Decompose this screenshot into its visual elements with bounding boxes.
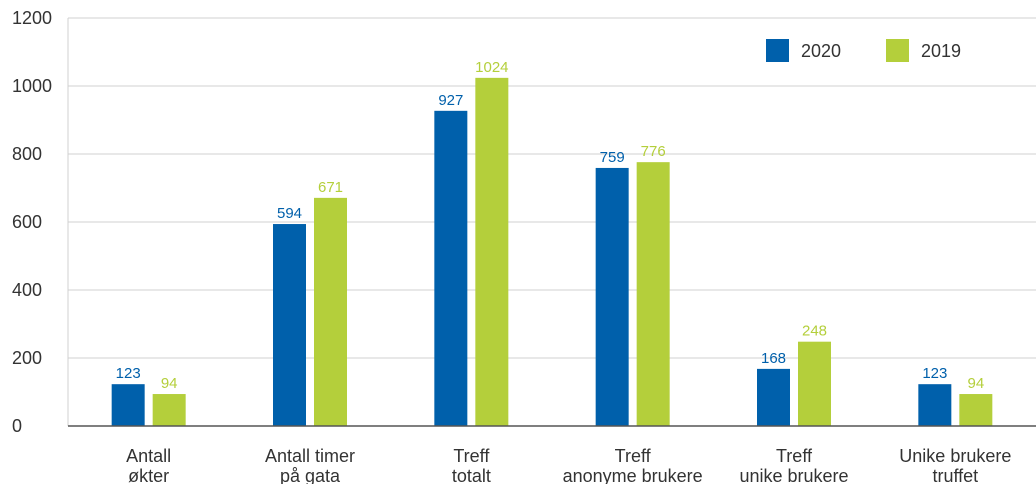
bar-2020-0 — [111, 384, 145, 426]
y-tick-label: 200 — [12, 348, 42, 368]
x-category-label-line: unike brukere — [739, 466, 848, 484]
bar-2019-3 — [636, 162, 670, 426]
data-label-2020-1: 594 — [277, 205, 302, 222]
y-tick-label: 1200 — [12, 8, 52, 28]
x-category-label: Treff totalt — [452, 446, 491, 484]
bar-2019-1 — [314, 197, 347, 426]
x-category-label: Unike brukere truffet — [899, 446, 1011, 484]
data-label-2019-3: 776 — [641, 143, 666, 160]
data-label-2019-1: 671 — [318, 179, 343, 196]
legend: 2020 2019 — [766, 39, 961, 62]
x-category-label: Treff unike brukere — [739, 446, 848, 484]
bar-2019-2 — [475, 77, 509, 426]
legend-label-2020: 2020 — [801, 41, 841, 61]
y-tick-label: 400 — [12, 280, 42, 300]
x-category-label-line: økter — [128, 466, 169, 484]
bar-2019-5 — [959, 394, 993, 426]
x-category-label: Treff anonyme brukere — [563, 446, 703, 484]
x-category-label-line: Antall timer — [265, 446, 355, 466]
x-category-label-line: truffet — [932, 466, 978, 484]
gridlines — [68, 17, 1036, 427]
bar-2020-2 — [434, 110, 468, 426]
x-category-label: Antall timer på gata — [265, 446, 355, 484]
bar-2019-4 — [798, 341, 831, 426]
legend-label-2019: 2019 — [921, 41, 961, 61]
y-axis: 0 200 400 600 800 1000 1200 — [12, 8, 69, 436]
legend-swatch-2020 — [766, 39, 789, 62]
bar-2020-1 — [273, 224, 306, 426]
x-category-label-line: på gata — [280, 466, 341, 484]
data-label-2019-4: 248 — [802, 323, 827, 340]
legend-swatch-2019 — [886, 39, 909, 62]
data-label-2020-0: 123 — [116, 365, 141, 382]
bar-2020-5 — [918, 384, 952, 426]
x-category-label-line: Treff — [453, 446, 490, 466]
x-category-label-line: anonyme brukere — [563, 466, 703, 484]
x-category-label-line: totalt — [452, 466, 491, 484]
data-label-2020-2: 927 — [438, 92, 463, 109]
data-label-2020-5: 123 — [922, 365, 947, 382]
bar-2020-4 — [757, 368, 790, 426]
bars — [111, 77, 993, 426]
x-category-label-line: Treff — [615, 446, 652, 466]
data-label-2019-0: 94 — [161, 375, 178, 392]
bar-2020-3 — [595, 167, 629, 426]
data-labels: 123 94 594 671 927 1024 759 776 168 248 123 94 — [116, 59, 985, 392]
data-label-2019-5: 94 — [967, 375, 984, 392]
data-label-2020-3: 759 — [600, 149, 625, 166]
data-label-2020-4: 168 — [761, 350, 786, 367]
data-label-2019-2: 1024 — [475, 59, 508, 76]
x-category-label-line: Unike brukere — [899, 446, 1011, 466]
x-category-label-line: Antall — [126, 446, 171, 466]
y-tick-label: 800 — [12, 144, 42, 164]
y-tick-label: 0 — [12, 416, 22, 436]
y-tick-label: 1000 — [12, 76, 52, 96]
y-tick-label: 600 — [12, 212, 42, 232]
x-category-label-line: Treff — [776, 446, 813, 466]
x-category-label: Antall økter — [126, 446, 171, 484]
bar-2019-0 — [152, 394, 186, 426]
